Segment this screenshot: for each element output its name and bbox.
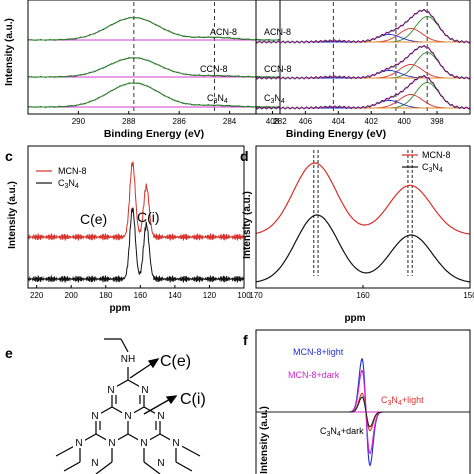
panel-c-legend-c3n4: C3N4 [58,178,79,190]
panel-f-legend-c3n4-light: C3N4+light [381,395,424,407]
panel-b-label-ccn8: CCN-8 [264,64,292,74]
panel-f-legend-mcn8-dark: MCN-8+dark [288,370,340,380]
atom-n-2: N [141,385,148,396]
panel-a-label-acn8: ACN-8 [210,27,237,37]
panel-a-frame [28,0,280,114]
atom-n-8: N [75,438,82,449]
panel-b-series-raw [256,75,470,109]
panel-b-label-c3n4: C3N4 [264,93,285,105]
panel-a-series-fit [28,18,280,40]
atom-n-3: N [124,411,131,422]
panel-b-series-raw [256,45,470,79]
panel-e-annotation-ce: C(e) [160,353,191,370]
panel-d-series-line [256,163,470,234]
panel-d-legend-c3n4: C3N4 [422,162,443,174]
panel-b-label-acn8: ACN-8 [264,27,291,37]
panel-b-x-tick-label: 398 [430,117,444,126]
panel-a-plot-area [28,2,280,113]
panel-d-x-axis-label: ppm [344,313,365,324]
panel-b-x-tick-label: 404 [332,117,346,126]
panel-a-x-tick-label: 284 [223,117,237,126]
panel-b-frame [256,0,470,114]
panel-d-x-tick-label: 160 [356,291,370,300]
atom-nh: NH [121,354,135,365]
panel-f-tag: f [243,332,248,348]
panel-a-x-ticks: 290 288 286 284 282 [72,111,287,126]
panel-b-plot-area [256,2,470,113]
atom-n-5: N [157,411,164,422]
panel-c-legend-mcn8: MCN-8 [58,166,87,176]
atom-n-10: N [91,458,98,469]
panel-a-y-axis-label: Intensity (a.u.) [4,18,15,86]
panel-d: d 170 160 150 ppm Intensity (a.u.) MCN-8 C… [240,146,474,324]
panel-d-y-axis-label: Intensity (a.u.) [242,191,253,259]
panel-b-x-tick-label: 406 [299,117,313,126]
panel-c-x-tick-label: 220 [30,291,44,300]
panel-f-legend-mcn8-light: MCN-8+light [293,347,344,357]
panel-c-x-tick-label: 160 [134,291,148,300]
panel-a-series-fit [28,58,280,77]
panel-a-label-ccn8: CCN-8 [200,64,228,74]
panel-d-legend-mcn8: MCN-8 [422,150,451,160]
panel-e-tag: e [5,345,13,361]
panel-d-x-ticks: 170 160 150 [249,285,474,300]
panel-c: c 220 200 180 160 140 120 100 ppm Intensity (a… [5,146,251,314]
panel-c-tag: c [5,148,13,164]
panel-a-series-fit [28,83,280,107]
panel-d-tag: d [240,148,249,164]
panel-a-series-raw [28,83,280,108]
panel-a-series-raw [28,58,280,78]
panel-b-x-axis-label: Binding Energy (eV) [286,128,386,140]
panel-e: e [5,339,206,474]
panel-a-x-axis-label: Binding Energy (eV) [104,128,204,140]
panel-d-x-tick-label: 170 [249,291,263,300]
atom-n-1: N [107,385,114,396]
panel-a-x-tick-label: 288 [122,117,136,126]
panel-c-annotation-ce: C(e) [80,211,107,227]
atom-n-11: N [157,458,164,469]
panel-b-series-fit [256,76,470,108]
arrowhead-ce [149,359,158,367]
atom-n-7: N [140,438,147,449]
atom-n-6: N [108,438,115,449]
panel-c-x-ticks: 220 200 180 160 140 120 100 [30,285,251,300]
atom-n-9: N [172,438,179,449]
panel-c-x-tick-label: 140 [168,291,182,300]
panel-c-x-tick-label: 200 [65,291,79,300]
panel-c-x-axis-label: ppm [109,303,130,314]
panel-b-component-peak [256,83,470,109]
panel-b-x-tick-label: 408 [266,117,280,126]
panel-a-series-raw [28,18,280,41]
panel-a-x-tick-label: 290 [72,117,86,126]
panel-c-x-tick-label: 180 [99,291,113,300]
panel-a-label-c3n4: C3N4 [207,93,228,105]
panel-e-annotation-ci: C(i) [180,391,206,408]
panel-b-x-ticks: 408 406 404 402 400 398 [266,111,445,126]
panel-f-frame [256,330,470,474]
panel-b: 408 406 404 402 400 398 Binding Energy (eV) A… [256,0,470,140]
panel-c-series-line [28,208,244,283]
arrowhead-ci [167,396,176,403]
panel-f: f Intensity (a.u.) MCN-8+light MCN-8+dar… [243,330,470,474]
panel-a-x-tick-label: 286 [173,117,187,126]
panel-c-x-tick-label: 120 [203,291,217,300]
panel-d-x-tick-label: 150 [463,291,474,300]
panel-b-x-tick-label: 402 [365,117,379,126]
panel-f-legend-c3n4-dark: C3N4+dark [320,426,364,438]
panel-c-annotation-ci: C(i) [137,209,160,225]
panel-f-y-axis-label: Intensity (a.u.) [259,406,270,474]
atom-n-4: N [91,411,98,422]
panel-c-y-axis-label: Intensity (a.u.) [7,181,18,249]
panel-b-x-tick-label: 400 [397,117,411,126]
panel-a: 290 288 286 284 282 Binding Energy (eV) Inte… [4,0,287,140]
